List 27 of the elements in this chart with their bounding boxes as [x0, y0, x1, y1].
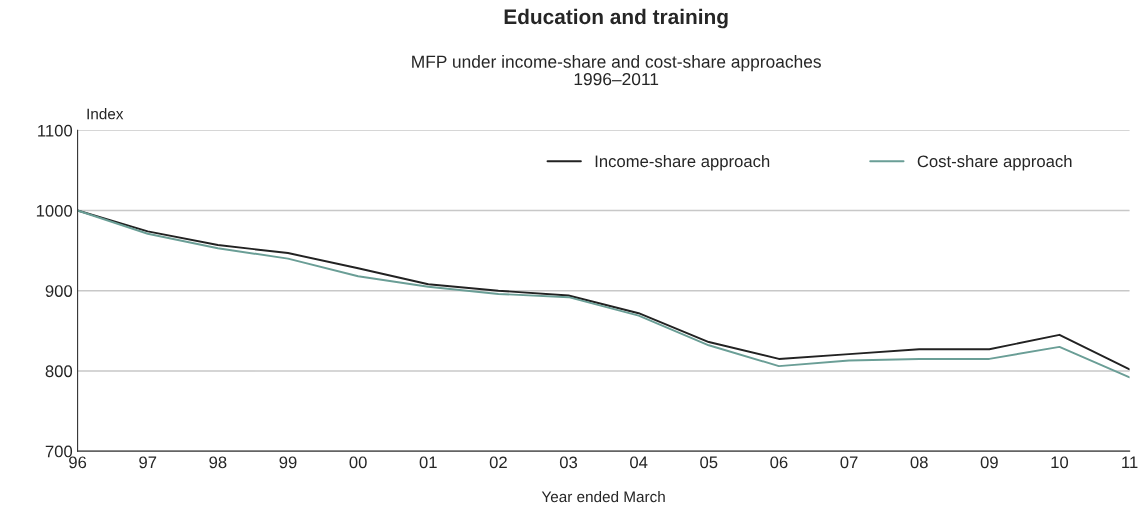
y-tick-label: 1000 [36, 204, 73, 217]
chart-subtitle: MFP under income-share and cost-share approaches 1996–2011 [412, 55, 821, 86]
x-tick-label: 97 [139, 456, 157, 469]
x-tick-label: 00 [349, 456, 367, 469]
x-tick-label: 03 [559, 456, 578, 469]
x-tick-label: 98 [209, 456, 227, 469]
chart-title: Education and training [504, 8, 728, 29]
x-tick-label: 99 [279, 456, 297, 469]
y-tick-label: 900 [45, 285, 73, 297]
x-tick-label: 10 [1051, 456, 1069, 469]
x-tick-label: 02 [489, 456, 507, 469]
y-tick-label: 700 [45, 445, 73, 458]
x-axis-title: Year ended March [541, 490, 665, 503]
x-tick-label: 08 [910, 456, 928, 469]
x-tick-label: 07 [840, 456, 858, 469]
y-axis-title: Index [87, 108, 124, 120]
x-tick-label: 05 [700, 456, 718, 469]
x-tick-label: 11 [1122, 456, 1138, 469]
x-tick-label: 09 [980, 456, 998, 469]
y-tick-label: 1100 [38, 124, 73, 137]
x-tick-label: 06 [770, 456, 788, 469]
y-tick-label: 800 [45, 365, 73, 378]
x-tick-label: 96 [69, 456, 87, 469]
x-tick-label: 04 [630, 456, 648, 469]
legend-label: Income-share approach [595, 154, 770, 171]
x-tick-label: 01 [419, 456, 437, 469]
legend-label: Cost-share approach [917, 154, 1072, 171]
